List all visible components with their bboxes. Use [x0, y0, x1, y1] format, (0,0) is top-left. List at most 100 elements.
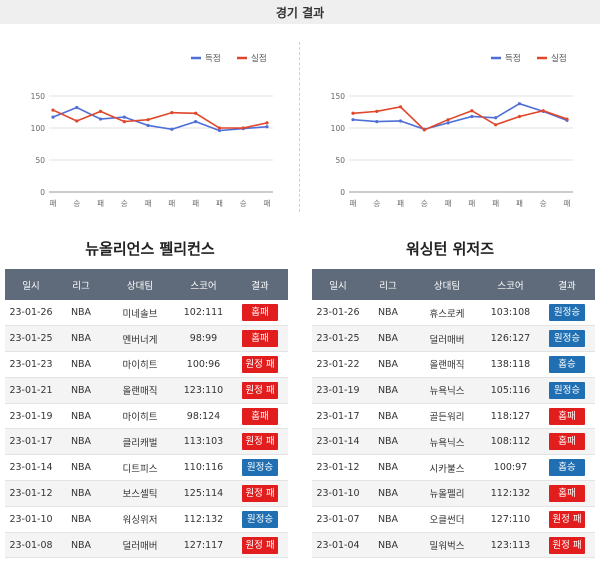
row-result: 원정 패	[232, 428, 288, 456]
table-row: 23-01-26 NBA 휴스로케 103:108 원정승	[312, 300, 595, 327]
chart-svg-wizards: 득점 실점 0 50 100 150 패 승 패 승 패 패 패 패 승 패	[331, 53, 573, 208]
row-date: 23-01-12	[5, 480, 57, 507]
x-tick-label: 패	[516, 198, 523, 208]
data-point-scored	[470, 114, 474, 119]
chart-wizards: 득점 실점 0 50 100 150 패 승 패 승 패 패 패 패 승 패	[305, 42, 595, 216]
row-result: 원정승	[539, 325, 595, 353]
row-score: 102:111	[175, 300, 232, 327]
row-league: NBA	[57, 506, 105, 533]
x-tick-label: 승	[540, 199, 547, 208]
x-tick-label: 패	[564, 198, 571, 208]
row-opponent: 뉴올펠리	[412, 480, 482, 507]
x-tick-label: 승	[421, 199, 428, 208]
data-point-scored	[194, 120, 198, 124]
series-line-allowed	[52, 109, 268, 129]
row-opponent: 뉴욕닉스	[412, 428, 482, 456]
row-league: NBA	[364, 377, 412, 404]
row-result: 홈패	[539, 480, 595, 507]
col-header-date: 일시	[312, 269, 364, 300]
data-point-allowed	[422, 128, 426, 132]
row-score: 125:114	[175, 480, 232, 507]
row-date: 23-01-04	[312, 532, 364, 559]
table-row: 23-01-25 NBA 멘버너게 98:99 홈패	[5, 325, 288, 353]
data-point-allowed	[51, 108, 55, 112]
row-result: 홈패	[539, 428, 595, 456]
y-tick-label: 150	[31, 92, 46, 101]
row-score: 127:117	[175, 532, 232, 559]
row-result: 원정승	[539, 300, 595, 327]
row-opponent: 밀워벅스	[412, 532, 482, 559]
row-opponent: 덜러매버	[105, 532, 175, 559]
result-badge: 홈패	[242, 407, 278, 425]
row-league: NBA	[364, 480, 412, 507]
row-opponent: 오클썬더	[412, 506, 482, 533]
row-score: 126:127	[482, 325, 539, 353]
row-date: 23-01-14	[312, 428, 364, 456]
x-tick-label: 승	[240, 199, 247, 208]
x-tick-label: 패	[492, 198, 499, 208]
row-opponent: 마이히트	[105, 351, 175, 378]
row-date: 23-01-07	[312, 506, 364, 533]
data-point-scored	[351, 118, 355, 122]
row-score: 112:132	[175, 506, 232, 533]
data-point-allowed	[375, 109, 379, 113]
table-row: 23-01-17 NBA 골든워리 118:127 홈패	[312, 403, 595, 430]
table-row: 23-01-26 NBA 미네솔브 102:111 홈패	[5, 300, 288, 327]
row-opponent: 미네솔브	[105, 300, 175, 327]
row-result: 홈패	[539, 403, 595, 430]
row-opponent: 올랜매직	[412, 351, 482, 378]
table-row: 23-01-19 NBA 마이히트 98:124 홈패	[5, 403, 288, 430]
row-league: NBA	[364, 454, 412, 482]
row-league: NBA	[57, 377, 105, 404]
row-result: 원정 패	[232, 351, 288, 378]
row-league: NBA	[57, 351, 105, 378]
x-tick-label: 패	[468, 198, 475, 208]
x-tick-label: 패	[50, 198, 57, 208]
x-tick-label: 승	[373, 199, 380, 208]
row-opponent: 마이히트	[105, 403, 175, 430]
data-point-allowed	[194, 111, 198, 115]
col-header-score: 스코어	[175, 269, 232, 300]
row-league: NBA	[57, 428, 105, 456]
row-date: 23-01-26	[5, 300, 57, 327]
table-row: 23-01-23 NBA 마이히트 100:96 원정 패	[5, 351, 288, 378]
x-tick-label: 패	[216, 198, 223, 208]
row-score: 127:110	[482, 506, 539, 533]
row-score: 138:118	[482, 351, 539, 378]
result-badge: 원정 패	[242, 433, 278, 451]
row-result: 원정 패	[539, 506, 595, 533]
row-opponent: 골든워리	[412, 403, 482, 430]
data-point-scored	[51, 115, 55, 119]
data-point-allowed	[541, 109, 545, 113]
row-score: 123:110	[175, 377, 232, 404]
table-row: 23-01-12 NBA 시카불스 100:97 홈승	[312, 454, 595, 482]
row-opponent: 휴스로케	[412, 300, 482, 327]
row-date: 23-01-17	[312, 403, 364, 430]
table-row: 23-01-25 NBA 덜러매버 126:127 원정승	[312, 325, 595, 353]
row-score: 123:113	[482, 532, 539, 559]
series-line-scored	[52, 106, 268, 132]
data-point-allowed	[265, 121, 269, 125]
result-badge: 원정 패	[242, 484, 278, 502]
data-point-allowed	[170, 111, 174, 115]
data-point-scored	[265, 125, 269, 129]
row-date: 23-01-14	[5, 454, 57, 482]
row-league: NBA	[364, 325, 412, 353]
data-point-allowed	[517, 114, 522, 119]
row-date: 23-01-26	[312, 300, 364, 327]
chart-svg-pelicans: 득점 실점 0 50 100 150 패 승 패 승 패 패 패 패 승 패	[31, 53, 273, 208]
row-score: 103:108	[482, 300, 539, 327]
result-badge: 원정승	[242, 510, 278, 528]
row-league: NBA	[364, 532, 412, 559]
table-header-row: 일시 리그 상대팀 스코어 결과	[312, 269, 595, 300]
row-date: 23-01-22	[312, 351, 364, 378]
row-opponent: 클리캐벌	[105, 428, 175, 456]
col-header-league: 리그	[364, 269, 412, 300]
row-league: NBA	[364, 300, 412, 327]
col-header-date: 일시	[5, 269, 57, 300]
row-score: 98:124	[175, 403, 232, 430]
row-opponent: 올랜매직	[105, 377, 175, 404]
row-league: NBA	[57, 454, 105, 482]
data-point-allowed	[494, 123, 498, 127]
x-tick-label: 패	[192, 198, 199, 208]
